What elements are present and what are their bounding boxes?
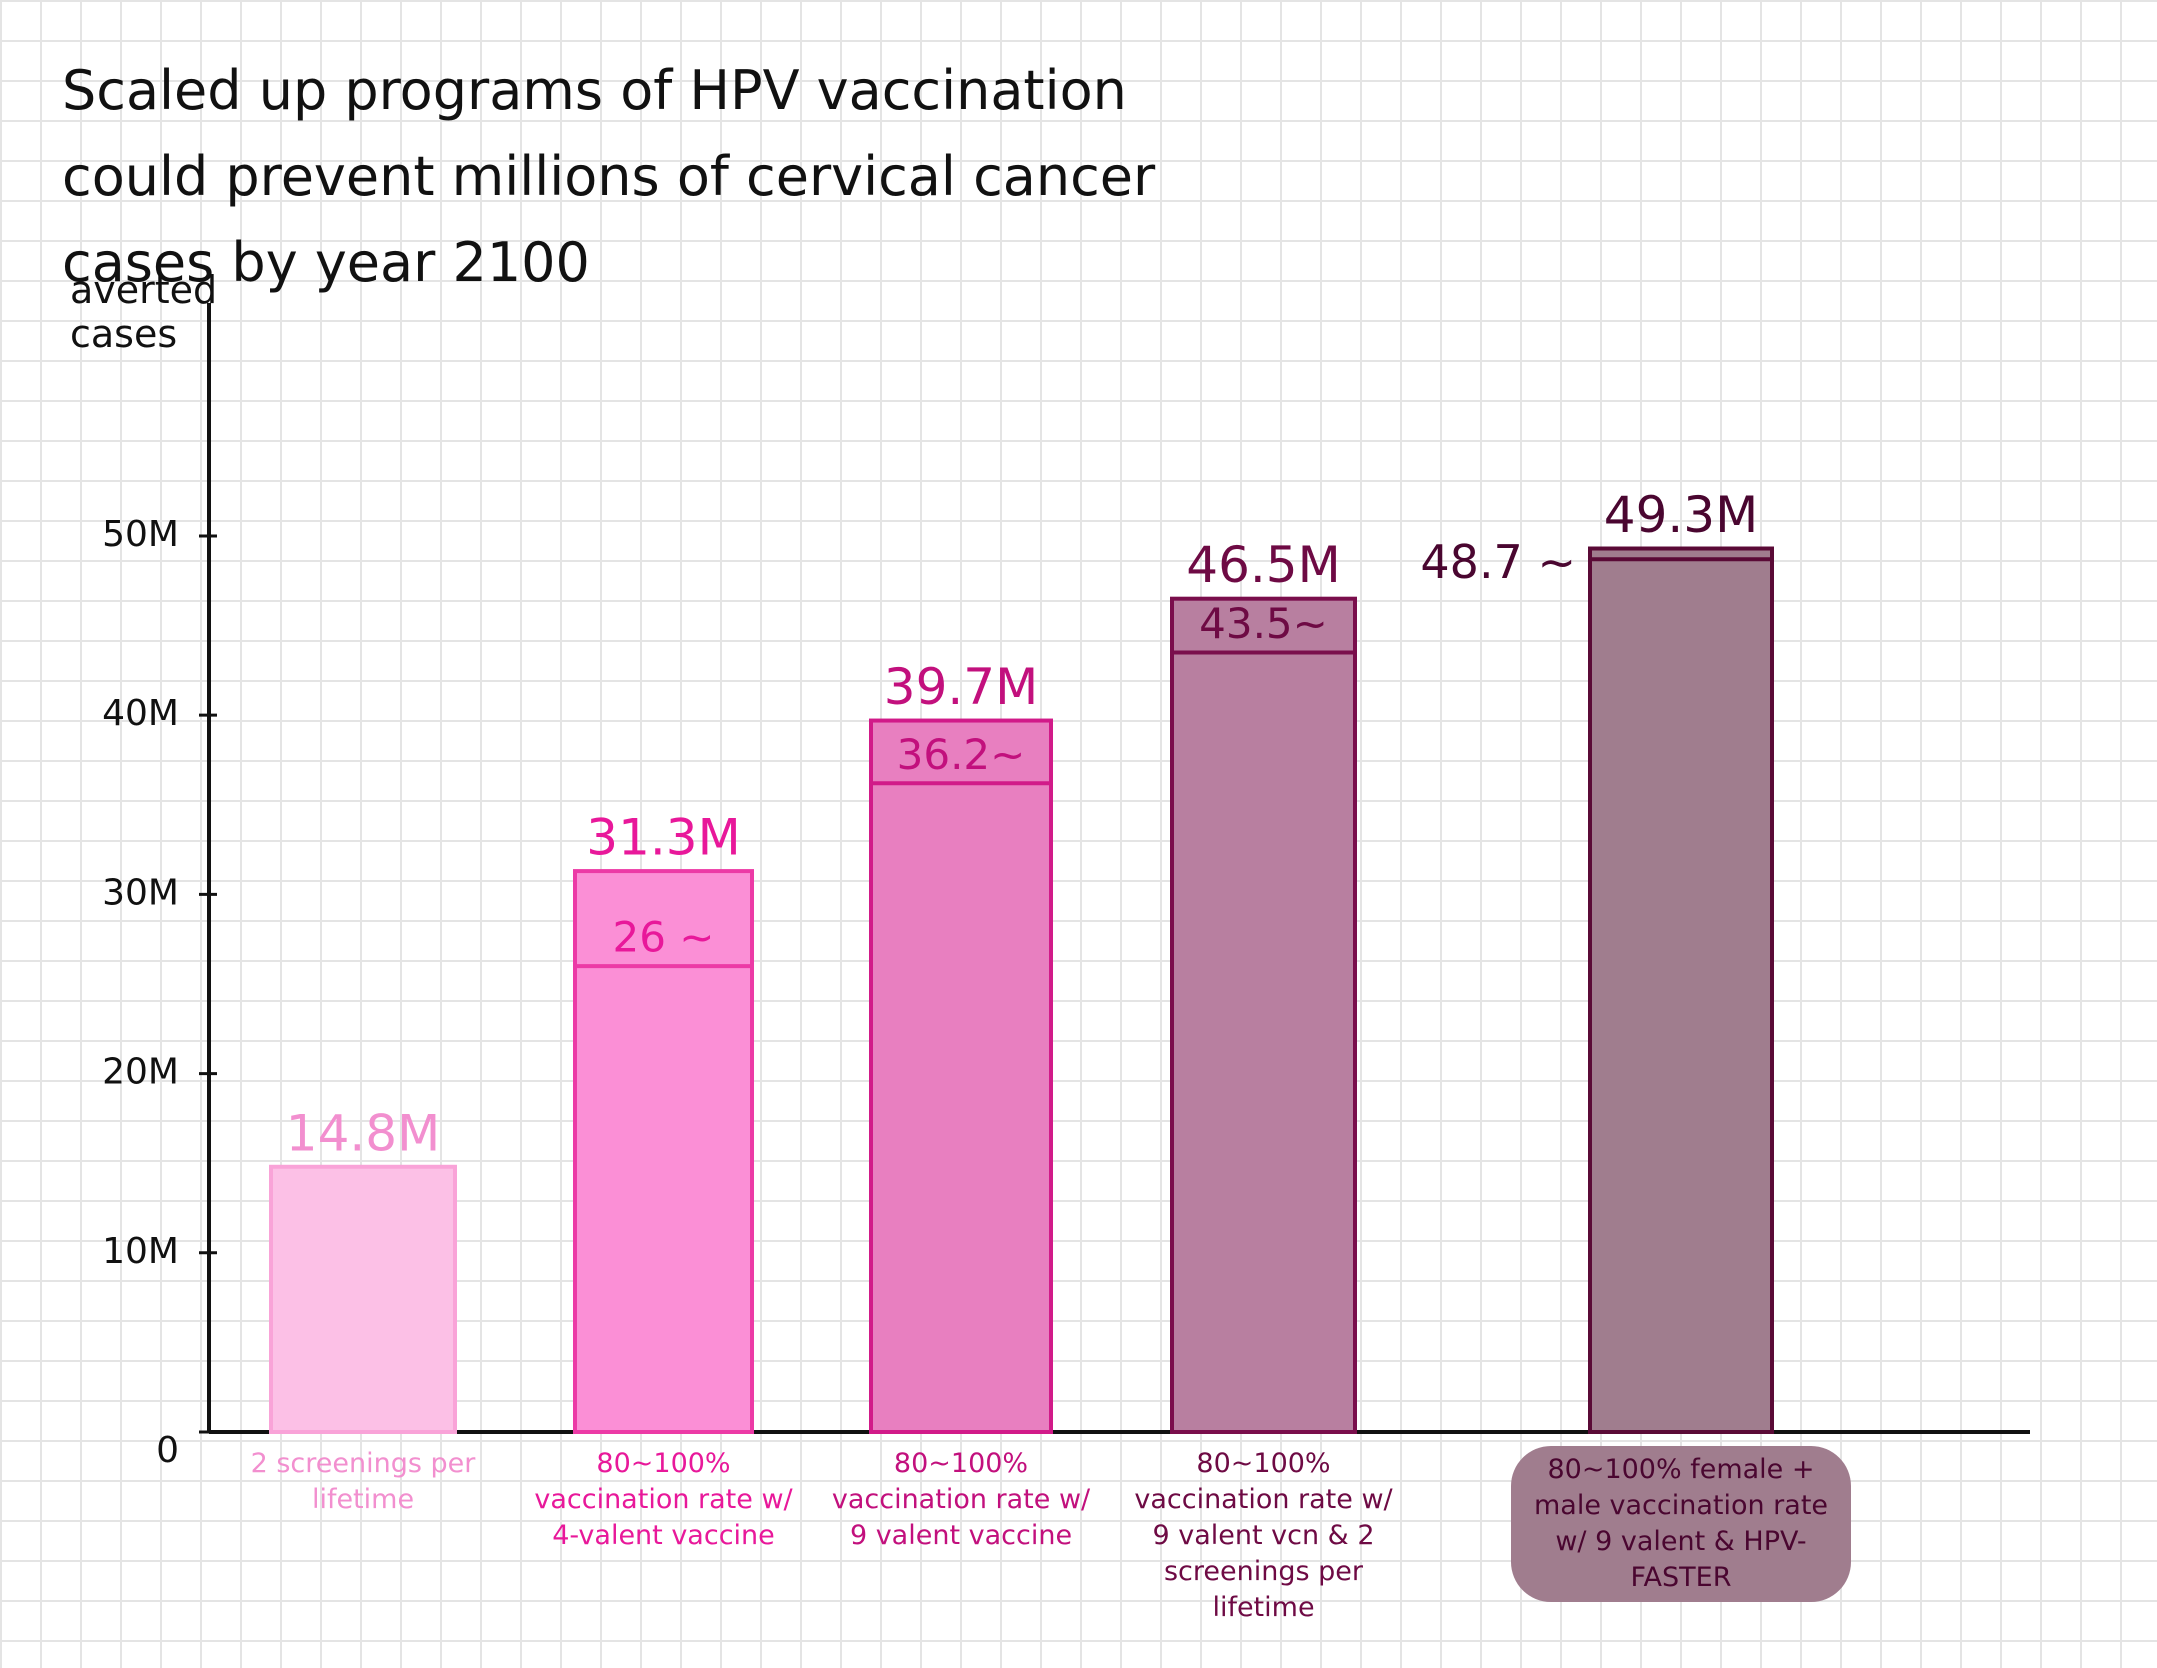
- y-tick-label: 30M: [102, 872, 179, 913]
- value-label: 14.8M: [286, 1104, 440, 1162]
- bar: [869, 718, 1053, 1434]
- y-tick-label: 10M: [102, 1231, 179, 1272]
- x-tick-label: 80~100% vaccination rate w/ 9 valent vac…: [831, 1448, 1091, 1551]
- chart-title: Scaled up programs of HPV vaccination co…: [62, 59, 1156, 294]
- low-estimate-label: 36.2~: [897, 730, 1026, 779]
- x-tick-label: 80~100% vaccination rate w/ 4-valent vac…: [534, 1448, 793, 1551]
- low-estimate-label: 48.7 ~: [1420, 535, 1576, 589]
- y-tick-label: 0: [156, 1430, 179, 1471]
- low-estimate-label: 26 ~: [613, 913, 715, 962]
- x-tick-label: 80~100% vaccination rate w/ 9 valent vcn…: [1134, 1448, 1393, 1623]
- value-label: 49.3M: [1604, 486, 1758, 544]
- bar: [1588, 546, 1774, 1434]
- y-axis-label: averted cases: [70, 268, 218, 356]
- x-tick-label: 80~100% female + male vaccination rate w…: [1511, 1446, 1851, 1602]
- y-tick-label: 20M: [102, 1052, 179, 1093]
- value-label: 39.7M: [884, 658, 1038, 716]
- x-tick-label: 2 screenings per lifetime: [250, 1448, 476, 1515]
- y-tick-label: 40M: [102, 693, 179, 734]
- value-label: 46.5M: [1186, 536, 1340, 594]
- low-estimate-label: 43.5~: [1199, 599, 1328, 648]
- value-label: 31.3M: [586, 809, 740, 867]
- y-tick-label: 50M: [102, 514, 179, 555]
- bar: [1170, 596, 1357, 1434]
- bar: [269, 1164, 457, 1435]
